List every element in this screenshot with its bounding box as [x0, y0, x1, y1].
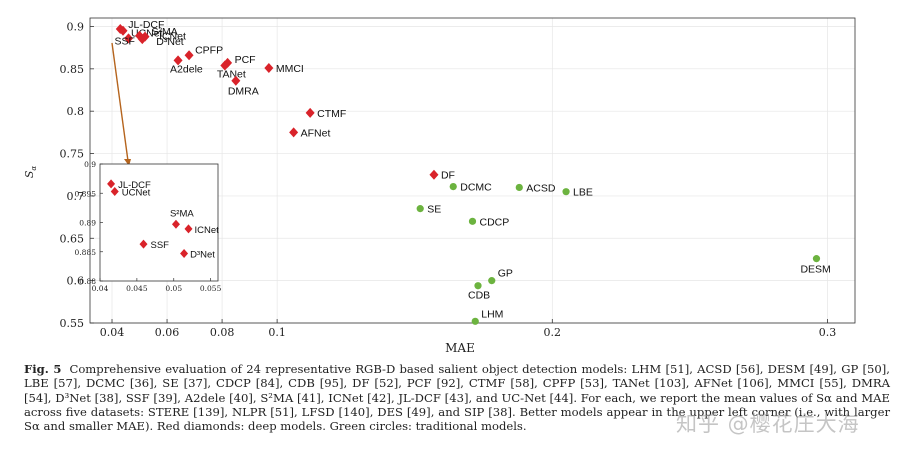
data-point-afnet [289, 127, 299, 138]
y-tick-label: 0.7 [67, 190, 85, 203]
inset-y-tick-label: 0.9 [84, 160, 96, 169]
inset-x-tick-label: 0.05 [165, 284, 182, 293]
inset-y-tick-label: 0.88 [79, 277, 96, 286]
y-tick-label: 0.8 [67, 105, 85, 118]
scatter-chart: 0.04 0.06 0.08 0.1 0.2 0.30.550.60.650.70.750… [23, 17, 856, 355]
y-tick-label: 0.65 [60, 232, 85, 245]
point-label-dcmc: DCMC [460, 182, 492, 194]
inset-frame [99, 163, 219, 282]
inset-y-tick-label: 0.895 [75, 189, 97, 198]
point-label-cdcp: CDCP [480, 216, 510, 228]
point-label-tanet: TANet [217, 68, 246, 80]
inset-x-tick-label: 0.045 [126, 284, 148, 293]
inset-point-ssf [139, 239, 148, 249]
figure-caption: Fig. 5 Comprehensive evaluation of 24 rep… [24, 362, 890, 433]
x-tick-label: 0.2 [544, 326, 562, 339]
data-point-se [416, 205, 424, 213]
data-point-acsd [515, 183, 523, 192]
main-marks: JL-DCFUCNetSSFS²MAICNetD³NetCPFPA2delePC… [115, 19, 831, 325]
figure-label: Fig. 5 [24, 362, 62, 376]
point-label-lbe: LBE [573, 187, 593, 199]
data-point-df [429, 169, 439, 180]
inset-point-jl-dcf [107, 179, 116, 189]
x-tick-label: 0.3 [819, 326, 837, 339]
y-tick-label: 0.75 [60, 148, 85, 161]
point-label-afnet: AFNet [301, 127, 331, 139]
x-tick-label: 0.08 [210, 326, 235, 339]
point-label-jl-dcf: JL-DCF [128, 19, 164, 31]
data-point-lbe [562, 188, 570, 196]
y-tick-label: 0.9 [67, 20, 85, 33]
inset-point-s2ma [171, 219, 180, 229]
x-axis-label: MAE [445, 341, 475, 355]
inset-x-tick-label: 0.055 [200, 284, 222, 293]
inset-point-label-s2ma: S²MA [170, 208, 194, 219]
point-label-ssf: SSF [115, 35, 135, 47]
inset-point-label-icnet: ICNet [195, 225, 220, 236]
y-axis-label: Sα [23, 166, 38, 179]
data-point-d3net [137, 34, 147, 45]
point-label-dmra: DMRA [228, 86, 259, 98]
point-label-cpfp: CPFP [195, 44, 223, 56]
y-tick-label: 0.85 [60, 63, 85, 76]
y-tick-label: 0.6 [67, 275, 85, 288]
x-tick-label: 0.1 [268, 326, 286, 339]
point-label-cdb: CDB [468, 290, 490, 302]
data-point-ucnet [118, 25, 128, 36]
point-label-se: SE [427, 204, 441, 216]
point-label-df: DF [441, 170, 455, 182]
point-label-icnet: ICNet [159, 31, 186, 43]
inset-x-tick-label: 0.04 [92, 284, 109, 293]
caption-text: Comprehensive evaluation of 24 represent… [24, 362, 890, 434]
inset-point-label-ssf: SSF [151, 240, 170, 251]
point-label-lhm: LHM [481, 308, 503, 320]
inset-y-tick-label: 0.885 [75, 248, 97, 257]
inset-point-label-jl-dcf: JL-DCF [118, 180, 151, 191]
data-point-ctmf [305, 107, 315, 118]
point-label-gp: GP [498, 268, 513, 280]
data-point-dcmc [449, 182, 457, 191]
point-label-s2ma: S²MA [152, 26, 178, 38]
inset-y-tick-label: 0.89 [79, 219, 96, 228]
point-label-acsd: ACSD [526, 182, 556, 194]
x-tick-label: 0.04 [100, 326, 125, 339]
data-point-gp [488, 277, 496, 285]
inset-point-icnet [184, 224, 193, 234]
data-point-desm [812, 255, 821, 263]
data-point-lhm [471, 317, 479, 325]
watermark: 知乎 @樱花庄大海 [676, 412, 860, 436]
data-point-dmra [231, 75, 241, 86]
inset-ticks: 0.04 0.045 0.05 0.055 0.88 0.885 0.89 0.895 0.9 [75, 160, 222, 293]
point-label-desm: DESM [800, 264, 830, 276]
data-point-mmci [264, 62, 274, 73]
data-point-cdb [474, 282, 482, 290]
inset-point-d3net [180, 249, 189, 259]
main-gridlines [90, 18, 855, 324]
data-point-a2dele [173, 55, 183, 66]
inset-point-ucnet [110, 186, 119, 196]
data-point-ssf [124, 33, 134, 44]
point-label-ctmf: CTMF [317, 108, 346, 120]
main-ticks: 0.04 0.06 0.08 0.1 0.2 0.30.550.60.650.70.750… [60, 20, 837, 339]
point-label-pcf: PCF [235, 54, 256, 66]
inset-point-label-d3net: D³Net [190, 250, 215, 261]
point-label-d3net: D³Net [156, 36, 184, 48]
point-label-mmci: MMCI [276, 63, 304, 75]
data-point-cdcp [468, 217, 477, 225]
inset-point-label-ucnet: UCNet [122, 187, 151, 198]
data-point-tanet [220, 60, 230, 71]
y-tick-label: 0.55 [60, 317, 85, 330]
inset-arrow [111, 42, 129, 162]
data-point-cpfp [184, 50, 194, 61]
x-tick-label: 0.06 [155, 326, 180, 339]
point-label-a2dele: A2dele [170, 63, 203, 75]
